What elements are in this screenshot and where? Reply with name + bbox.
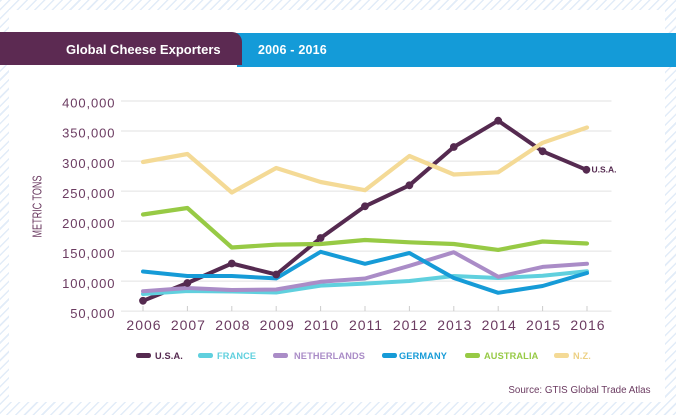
svg-text:2006: 2006: [126, 317, 161, 333]
svg-text:METRIC TONS: METRIC TONS: [31, 176, 45, 238]
svg-text:350,000: 350,000: [62, 126, 115, 141]
svg-text:150,000: 150,000: [62, 246, 115, 261]
svg-text:50,000: 50,000: [70, 306, 115, 321]
svg-text:U.S.A.: U.S.A.: [592, 165, 617, 175]
svg-text:2012: 2012: [393, 317, 428, 333]
svg-text:2011: 2011: [349, 317, 383, 333]
svg-text:400,000: 400,000: [62, 96, 115, 111]
svg-text:200,000: 200,000: [62, 216, 115, 231]
svg-text:2015: 2015: [526, 317, 561, 333]
svg-text:300,000: 300,000: [62, 156, 115, 171]
svg-text:2009: 2009: [260, 317, 295, 333]
svg-text:2016: 2016: [570, 317, 605, 333]
svg-text:250,000: 250,000: [62, 186, 115, 201]
svg-text:2008: 2008: [215, 317, 250, 333]
svg-text:2014: 2014: [482, 317, 517, 333]
svg-text:2013: 2013: [437, 317, 472, 333]
svg-text:2010: 2010: [304, 317, 339, 333]
svg-text:2007: 2007: [171, 317, 206, 333]
svg-text:100,000: 100,000: [62, 276, 115, 291]
